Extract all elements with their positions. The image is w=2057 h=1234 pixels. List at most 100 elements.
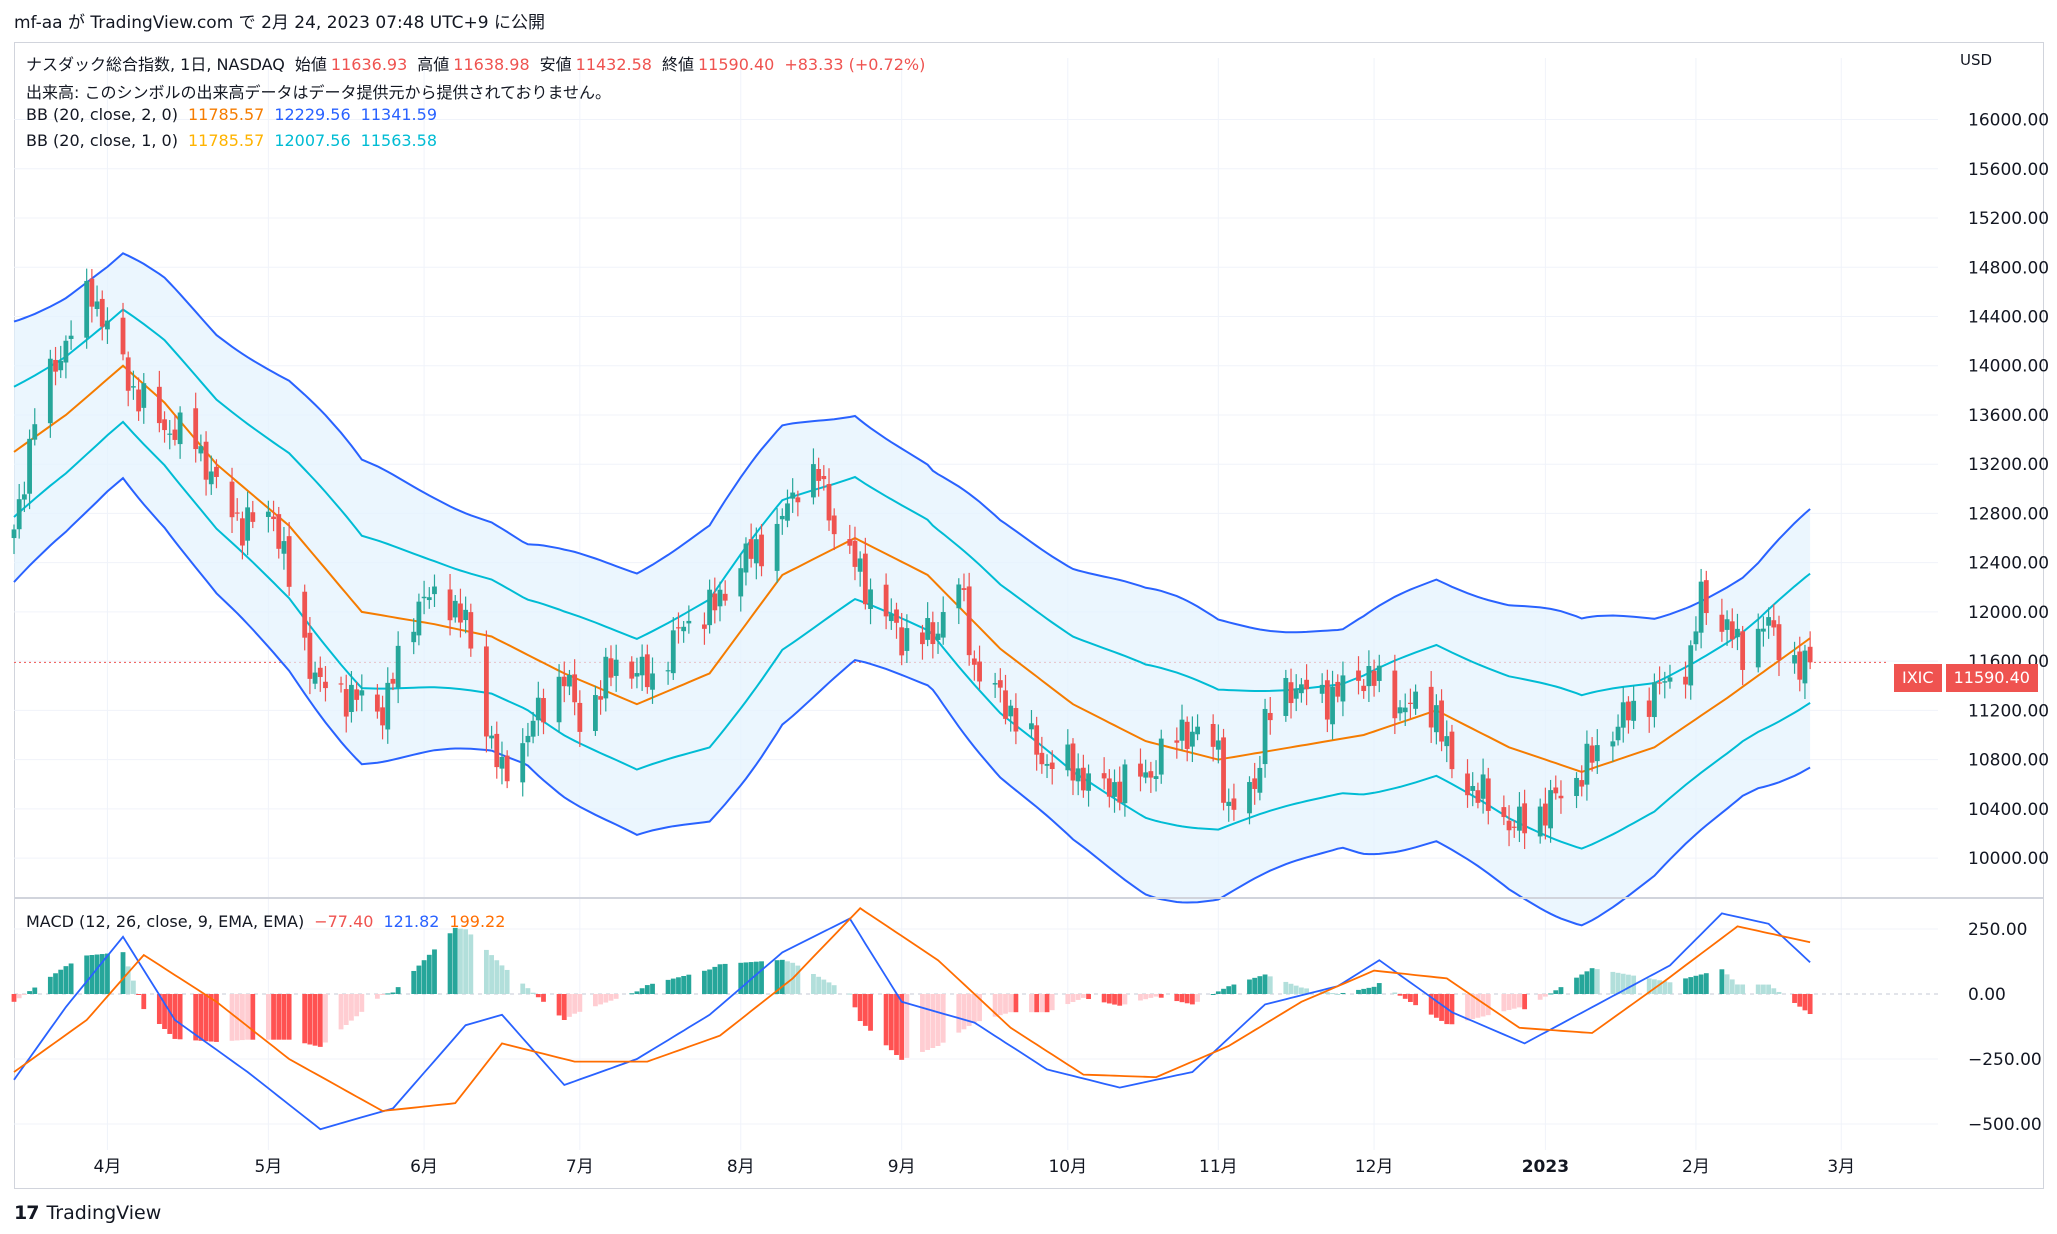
candle-body xyxy=(141,383,147,408)
macd-hist-bar xyxy=(1506,994,1512,1010)
candle-body xyxy=(276,514,282,549)
candle-body xyxy=(411,631,417,643)
price-tag-symbol: IXIC xyxy=(1894,664,1942,692)
candle-body xyxy=(245,507,251,541)
bb2-upper: 12007.56 xyxy=(274,131,351,150)
candle-body xyxy=(1008,705,1014,717)
candle-body xyxy=(1729,621,1735,640)
macd-hist-bar xyxy=(826,982,832,994)
chart-frame[interactable] xyxy=(14,42,2044,1189)
candle-body xyxy=(1688,645,1694,686)
price-tick-label: 13600.00 xyxy=(1968,406,2049,426)
macd-hist-bar xyxy=(795,965,801,994)
macd-hist-bar xyxy=(1392,992,1398,994)
macd-hist-bar xyxy=(868,994,873,1031)
candle-body xyxy=(530,720,536,737)
macd-hist-bar xyxy=(686,974,692,994)
macd-hist-bar xyxy=(650,983,655,994)
macd-hist-bar xyxy=(1158,994,1164,998)
candle-body xyxy=(1465,773,1470,796)
symbol-name: ナスダック総合指数, 1日, NASDAQ xyxy=(26,55,285,74)
macd-hist-bar xyxy=(961,994,967,1030)
publish-header: mf-aa が TradingView.com で 2月 24, 2023 07… xyxy=(14,13,545,33)
candle-body xyxy=(1226,801,1232,806)
candle-body xyxy=(1075,768,1081,782)
candle-body xyxy=(826,484,832,521)
macd-hist-bar xyxy=(1620,973,1626,994)
time-tick-label: 11月 xyxy=(1199,1157,1238,1177)
macd-hist-bar xyxy=(977,994,982,1022)
macd-hist-bar xyxy=(99,954,105,994)
macd-hist-bar xyxy=(374,994,380,999)
macd-hist-bar xyxy=(286,994,292,1040)
macd-hist-bar xyxy=(1029,994,1034,1013)
candle-body xyxy=(790,492,796,499)
candle-body xyxy=(1371,670,1377,686)
candle-body xyxy=(16,499,22,530)
macd-hist-bar xyxy=(1247,979,1252,994)
candle-body xyxy=(177,412,183,445)
candle-body xyxy=(447,589,453,621)
macd-hist-bar xyxy=(1034,994,1040,1013)
candle-body xyxy=(1651,682,1657,718)
macd-hist-bar xyxy=(1651,979,1657,994)
macd-hist-bar xyxy=(1776,991,1782,994)
macd-hist-bar xyxy=(426,954,432,994)
candle-body xyxy=(1480,774,1486,799)
price-tick-label: 10800.00 xyxy=(1968,751,2049,771)
macd-hist-bar xyxy=(1257,976,1263,994)
candle-body xyxy=(1148,771,1154,778)
tradingview-logo-icon[interactable]: 17 xyxy=(14,1202,39,1224)
macd-hist-bar xyxy=(1340,992,1346,994)
candle-body xyxy=(525,735,531,743)
candle-body xyxy=(1755,628,1761,668)
macd-label: MACD (12, 26, close, 9, EMA, EMA) xyxy=(26,912,305,931)
candle-body xyxy=(11,529,17,539)
macd-hist-bar xyxy=(1449,994,1455,1025)
price-tag-value: 11590.40 xyxy=(1945,664,2038,692)
macd-hist-bar xyxy=(1189,994,1195,1005)
macd-hist-bar xyxy=(1584,971,1590,994)
candle-body xyxy=(883,584,889,617)
macd-hist-bar xyxy=(608,994,614,1001)
price-tick-label: 13200.00 xyxy=(1968,455,2049,475)
candle-body xyxy=(1174,740,1180,743)
candle-body xyxy=(1594,745,1600,762)
macd-hist-bar xyxy=(966,994,972,1026)
candle-body xyxy=(1792,655,1797,664)
price-tick-label: 10400.00 xyxy=(1968,800,2049,820)
macd-hist-bar xyxy=(162,994,167,1029)
macd-hist-bar xyxy=(1408,994,1413,1002)
candle-body xyxy=(1610,741,1616,747)
macd-hist-bar xyxy=(644,985,650,994)
candle-body xyxy=(1158,738,1164,775)
macd-hist-bar xyxy=(1215,991,1221,994)
candle-body xyxy=(613,659,619,676)
macd-hist-bar xyxy=(94,954,100,994)
macd-hist-bar xyxy=(857,994,863,1022)
candle-body xyxy=(343,689,349,717)
macd-hist-bar xyxy=(593,994,598,1007)
macd-hist-bar xyxy=(888,994,894,1051)
macd-hist-bar xyxy=(463,929,469,994)
candle-body xyxy=(956,584,962,609)
candle-body xyxy=(681,626,687,632)
macd-pane xyxy=(11,907,1813,1131)
candle-body xyxy=(541,698,546,723)
candle-body xyxy=(1620,702,1626,728)
macd-hist-bar xyxy=(862,994,868,1026)
macd-hist-bar xyxy=(676,977,681,994)
footer-brand[interactable]: TradingView xyxy=(46,1202,162,1224)
macd-hist-bar xyxy=(1267,976,1273,994)
candle-body xyxy=(1070,743,1076,781)
candle-body xyxy=(452,600,458,618)
candles xyxy=(11,268,1813,850)
candle-body xyxy=(1153,776,1159,779)
macd-hist-bar xyxy=(172,994,178,1039)
macd-hist-bar xyxy=(1480,994,1486,1017)
macd-signal-value: 199.22 xyxy=(449,912,506,931)
macd-hist-bar xyxy=(489,955,494,994)
macd-hist-bar xyxy=(852,994,858,1008)
candle-body xyxy=(1293,688,1299,699)
